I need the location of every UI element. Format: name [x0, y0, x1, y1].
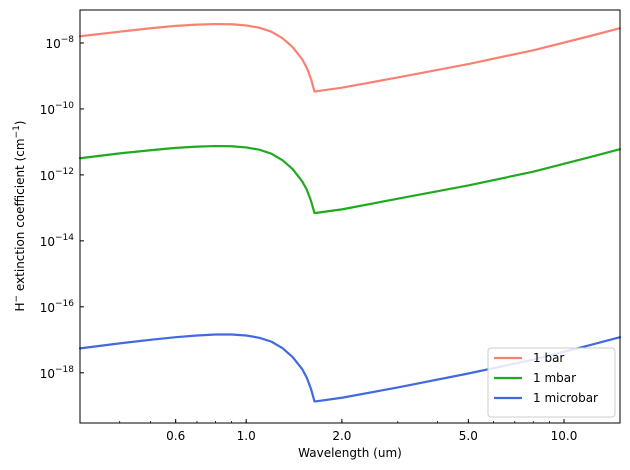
y-axis-label-unit-sup: −1	[12, 125, 22, 138]
y-tick-label-3: 10−12	[40, 167, 74, 183]
x-tick-label-3: 2.0	[332, 429, 351, 443]
legend-label-3: 1 microbar	[533, 391, 598, 405]
y-tick-label-4: 10−14	[40, 233, 75, 249]
series-line-2	[78, 144, 622, 215]
y-axis-label-rest: extinction coefficient (cm	[13, 138, 27, 294]
x-tick-label-5: 10.0	[551, 429, 578, 443]
y-axis-label-sup: −	[12, 295, 22, 303]
y-tick-label-6: 10−18	[40, 365, 75, 381]
series-line-3	[78, 333, 622, 403]
y-tick-label-5: 10−16	[40, 299, 75, 315]
y-axis-label: H− extinction coefficient (cm−1)	[12, 120, 27, 311]
legend: 1 bar 1 mbar 1 microbar	[487, 347, 616, 418]
legend-label-1: 1 bar	[533, 351, 564, 365]
series-layer	[78, 22, 622, 403]
y-axis-label-close: )	[13, 120, 27, 125]
y-tick-label-2: 10−10	[40, 101, 75, 117]
plot-frame	[79, 9, 621, 424]
x-tick-label-4: 5.0	[459, 429, 478, 443]
legend-box	[487, 347, 616, 418]
series-line-1	[78, 22, 622, 93]
ticks-layer: 0.6 1.0 2.0 5.0 10.0 10−8 10−10 10−12 10−14 10−16…	[40, 35, 578, 443]
y-axis-label-main: H	[13, 302, 27, 311]
legend-label-2: 1 mbar	[533, 371, 576, 385]
legend-entries: 1 bar 1 mbar 1 microbar	[494, 351, 598, 405]
x-tick-label-2: 1.0	[237, 429, 256, 443]
y-tick-label-1: 10−8	[45, 35, 74, 51]
x-tick-label-1: 0.6	[166, 429, 185, 443]
x-axis-label: Wavelength (um)	[298, 446, 402, 460]
